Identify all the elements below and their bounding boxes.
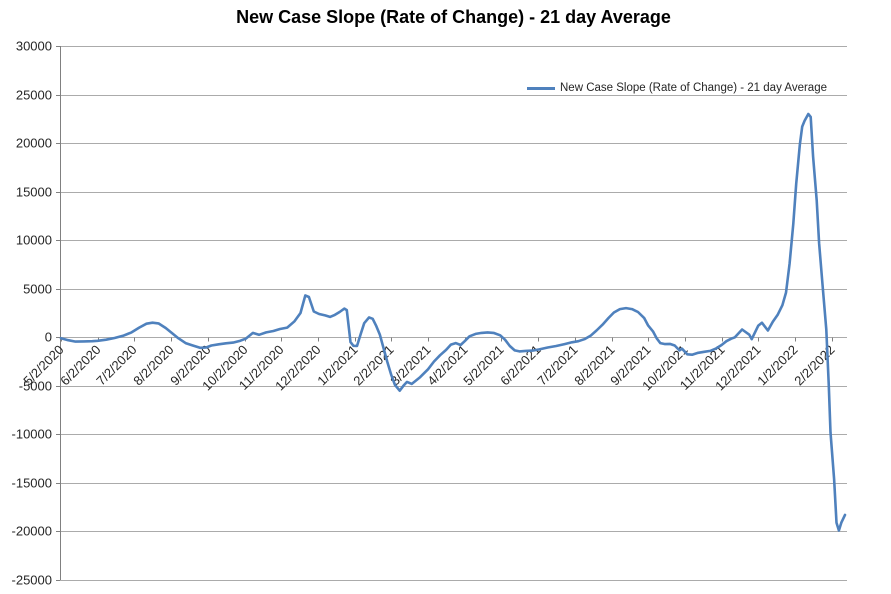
y-tick-label: 0 — [45, 330, 52, 345]
legend-line-swatch — [527, 86, 555, 90]
y-tick-label: 25000 — [16, 88, 52, 103]
x-tick-label: 2/2/2022 — [791, 342, 837, 388]
series-line — [59, 112, 847, 532]
y-tick-label: -5000 — [19, 379, 52, 394]
y-tick-label: 10000 — [16, 233, 52, 248]
y-tick-label: 5000 — [23, 282, 52, 297]
y-tick-label: -20000 — [12, 524, 52, 539]
y-tick-label: -25000 — [12, 573, 52, 588]
y-tick-label: -15000 — [12, 476, 52, 491]
y-tick-label: 20000 — [16, 136, 52, 151]
y-tick-label: 30000 — [16, 39, 52, 54]
legend-label: New Case Slope (Rate of Change) - 21 day… — [560, 82, 827, 94]
y-tick-label: 15000 — [16, 185, 52, 200]
chart-title: New Case Slope (Rate of Change) - 21 day… — [236, 7, 671, 27]
legend[interactable]: New Case Slope (Rate of Change) - 21 day… — [527, 80, 827, 96]
y-tick-label: -10000 — [12, 427, 52, 442]
